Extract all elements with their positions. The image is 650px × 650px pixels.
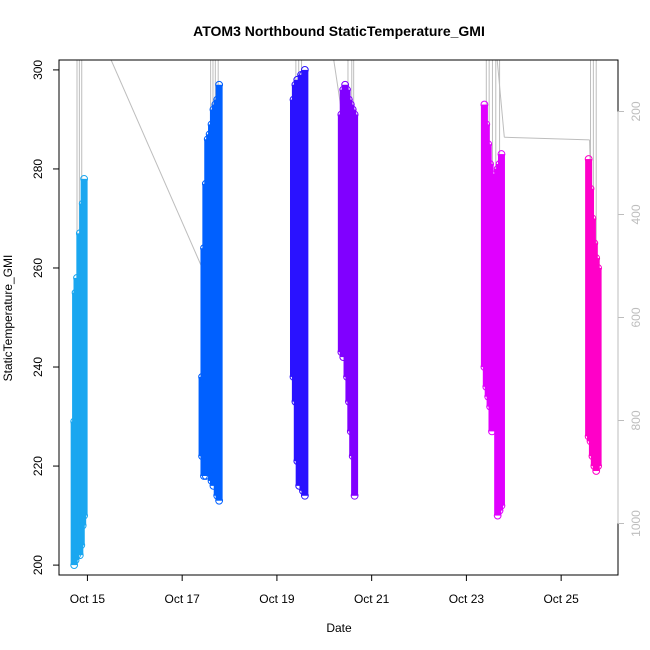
data-point [480,100,489,109]
right-tick-label: 800 [629,410,643,430]
x-tick-label: Oct 17 [164,592,200,606]
x-tick-label: Oct 25 [543,592,579,606]
x-tick-label: Oct 15 [70,592,106,606]
y-tick-label: 300 [31,60,45,80]
temperature-series-3 [289,66,309,500]
pressure-curtains [76,60,597,514]
plot-marks [70,60,603,569]
data-point [345,95,353,104]
data-point [493,511,502,520]
data-point [594,264,603,272]
data-point [586,184,595,193]
y-axis-left: 200 220 240 260 280 300 [31,60,60,575]
plot-area [70,60,603,569]
temperature-band [215,84,223,501]
data-point [343,85,351,94]
pressure-connector-line [110,60,207,277]
data-point [497,150,506,158]
data-point [75,551,84,560]
data-point [78,521,87,530]
temperature-series-4 [337,80,359,500]
data-point [341,80,350,89]
data-point [80,174,89,183]
temperature-band [497,154,505,506]
data-point [346,100,355,109]
y-tick-label: 220 [31,456,45,476]
x-tick-label: Oct 21 [354,592,390,606]
data-point [77,541,86,550]
data-point [588,214,597,223]
right-tick-label: 200 [629,101,643,121]
pressure-connector-line [504,136,590,141]
temperature-series-1 [70,174,89,569]
data-point [348,105,357,114]
chart-title-group: ATOM3 Northbound StaticTemperature_GMI [193,23,485,39]
right-tick-label: 400 [629,204,643,224]
data-point [215,496,224,505]
data-point [497,501,506,510]
data-point [594,462,603,470]
data-point [350,110,359,119]
data-point [215,80,224,89]
pressure-connector-line [496,60,505,138]
temperature-series-2 [198,80,224,505]
temperature-band [301,69,309,496]
data-point [71,556,80,565]
temperature-band [594,267,602,467]
data-point [350,491,359,500]
right-tick-label: 1000 [629,510,643,537]
y-tick-label: 260 [31,258,45,278]
temperature-band [351,114,359,496]
temperature-series-5 [480,100,506,520]
data-point [584,155,593,163]
data-point [592,254,601,262]
temperature-series-6 [584,155,603,475]
x-axis: Oct 15 Oct 17 Oct 19 Oct 21 Oct 23 Oct 25 [70,574,579,606]
x-tick-label: Oct 23 [449,592,485,606]
y-axis-right: 200 400 600 800 1000 [617,101,643,537]
chart-title: ATOM3 Northbound StaticTemperature_GMI [193,23,485,39]
data-point [300,491,309,500]
data-point [300,66,309,74]
y-tick-label: 280 [31,159,45,179]
y-tick-label: 240 [31,357,45,377]
data-point [70,561,79,569]
x-tick-label: Oct 19 [259,592,295,606]
right-tick-label: 600 [629,307,643,327]
temperature-band [80,178,88,516]
y-axis-label: StaticTemperature_GMI [1,255,15,382]
y-tick-label: 200 [31,555,45,575]
x-axis-label: Date [326,621,352,635]
data-point [80,511,89,520]
data-point [486,160,494,168]
data-point [484,140,493,149]
data-point [495,506,504,515]
data-point [482,120,491,129]
data-point [590,239,599,248]
data-point [592,467,601,475]
